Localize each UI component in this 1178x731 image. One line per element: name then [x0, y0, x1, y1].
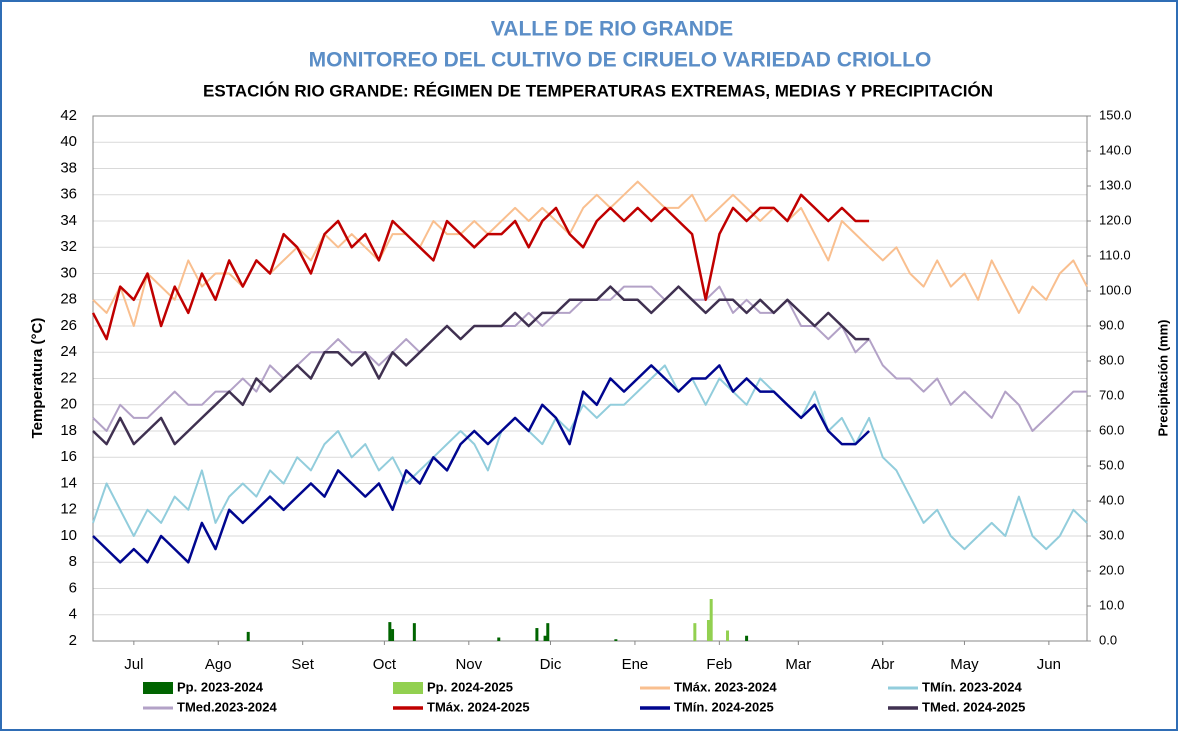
y-tick-label: 6	[69, 579, 77, 596]
bar	[706, 620, 710, 641]
x-tick-label: Jul	[124, 656, 143, 673]
y-tick-label: 42	[60, 107, 77, 124]
y2-tick-label: 110.0	[1099, 247, 1131, 262]
y-tick-label: 4	[69, 606, 77, 623]
legend-swatch	[143, 682, 173, 694]
bar	[412, 623, 416, 641]
y2-tick-label: 70.0	[1099, 387, 1124, 402]
bar	[535, 628, 539, 641]
y-tick-label: 8	[69, 553, 77, 570]
bar	[497, 637, 501, 641]
y2-tick-label: 40.0	[1099, 492, 1124, 507]
line	[92, 364, 1088, 551]
x-tick-label: Oct	[373, 656, 397, 673]
y-tick-label: 22	[60, 369, 77, 386]
bar	[745, 635, 749, 641]
y2-axis-label: Precipitación (mm)	[1155, 319, 1170, 436]
y2-tick-label: 20.0	[1099, 562, 1124, 577]
x-tick-label: Ene	[622, 656, 649, 673]
x-tick-label: Set	[291, 656, 314, 673]
legend-swatch	[393, 682, 423, 694]
y2-tick-label: 150.0	[1099, 107, 1132, 122]
y2-tick-label: 30.0	[1099, 527, 1124, 542]
line	[92, 364, 870, 564]
legend-label: TMín. 2024-2025	[674, 699, 774, 714]
legend-label: TMín. 2023-2024	[922, 679, 1022, 694]
bar	[693, 623, 697, 641]
y2-tick-label: 100.0	[1099, 282, 1132, 297]
bar	[391, 629, 395, 641]
y-tick-label: 38	[60, 159, 77, 176]
y2-tick-label: 140.0	[1099, 142, 1132, 157]
legend-label: TMed. 2024-2025	[922, 699, 1025, 714]
y-tick-label: 14	[60, 474, 77, 491]
y-tick-label: 26	[60, 317, 77, 334]
y2-tick-label: 80.0	[1099, 352, 1124, 367]
line	[92, 285, 870, 446]
y2-tick-label: 50.0	[1099, 457, 1124, 472]
x-tick-label: Abr	[871, 656, 894, 673]
y-axis-label: Temperatura (°C)	[29, 318, 46, 439]
y-tick-label: 32	[60, 238, 77, 255]
x-tick-label: Nov	[455, 656, 482, 673]
y-tick-label: 36	[60, 186, 77, 203]
bar	[709, 599, 713, 641]
x-tick-label: May	[950, 656, 979, 673]
y-tick-label: 2	[69, 632, 77, 649]
chart-title: MONITOREO DEL CULTIVO DE CIRUELO VARIEDA…	[309, 49, 932, 72]
chart-title: VALLE DE RIO GRANDE	[491, 18, 733, 41]
legend-label: Pp. 2023-2024	[177, 679, 264, 694]
legend-label: TMed.2023-2024	[177, 699, 277, 714]
bar	[614, 639, 618, 641]
y-tick-label: 34	[60, 212, 77, 229]
bar	[246, 631, 250, 641]
chart-subtitle: ESTACIÓN RIO GRANDE: RÉGIMEN DE TEMPERAT…	[203, 81, 993, 100]
bar	[543, 635, 547, 641]
y2-tick-label: 0.0	[1099, 632, 1117, 647]
y-tick-label: 28	[60, 291, 77, 308]
y2-tick-label: 120.0	[1099, 212, 1132, 227]
y2-tick-label: 90.0	[1099, 317, 1124, 332]
y2-tick-label: 60.0	[1099, 422, 1124, 437]
y-tick-label: 10	[60, 527, 77, 544]
y2-tick-label: 10.0	[1099, 597, 1124, 612]
y-tick-label: 20	[60, 396, 77, 413]
y-tick-label: 30	[60, 264, 77, 281]
y-tick-label: 40	[60, 133, 77, 150]
legend-label: Pp. 2024-2025	[427, 679, 513, 694]
bar	[546, 623, 550, 641]
y2-tick-label: 130.0	[1099, 177, 1132, 192]
x-tick-label: Feb	[706, 656, 732, 673]
line	[91, 193, 870, 341]
x-tick-label: Ago	[205, 656, 232, 673]
x-tick-label: Mar	[785, 656, 811, 673]
y-tick-label: 24	[60, 343, 77, 360]
legend-label: TMáx. 2024-2025	[427, 699, 530, 714]
y-tick-label: 12	[60, 501, 77, 518]
y-tick-label: 18	[60, 422, 77, 439]
x-tick-label: Dic	[540, 656, 562, 673]
plot-area	[92, 115, 1088, 642]
bar	[388, 622, 392, 641]
legend-label: TMáx. 2023-2024	[674, 679, 777, 694]
x-tick-label: Jun	[1037, 656, 1061, 673]
bar	[726, 630, 730, 641]
y-tick-label: 16	[60, 448, 77, 465]
